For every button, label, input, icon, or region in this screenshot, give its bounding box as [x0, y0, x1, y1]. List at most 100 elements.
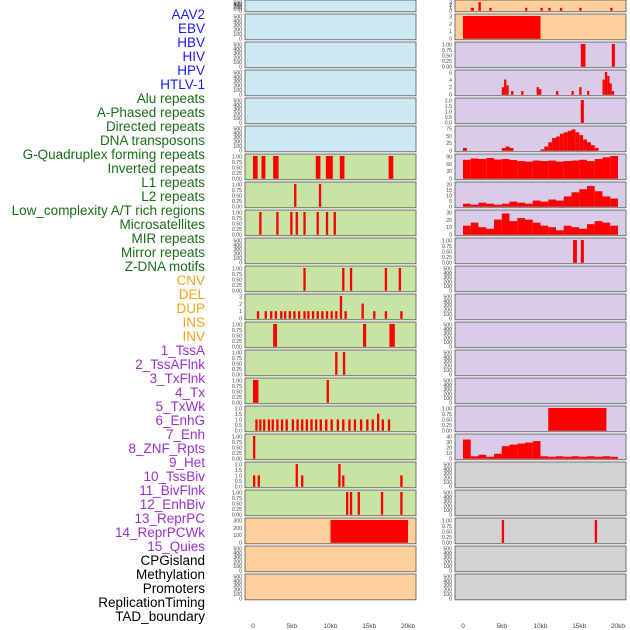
y-tick-label: 0: [239, 316, 242, 322]
track-label: Microsatellites: [119, 217, 205, 232]
data-bar: [571, 227, 580, 235]
data-bar: [501, 520, 505, 543]
panel-background: [454, 377, 627, 405]
data-bar: [602, 79, 605, 95]
y-tick-label: 1.00: [232, 379, 242, 385]
data-bar: [602, 196, 611, 207]
data-bar: [297, 311, 301, 319]
track-label: EBV: [177, 21, 205, 36]
y-tick-label: 400: [443, 579, 452, 585]
panel-background: [244, 237, 417, 265]
y-tick-label: 100: [233, 88, 242, 94]
data-bar: [571, 91, 574, 95]
y-tick-label: 100: [443, 564, 452, 570]
data-bar: [333, 212, 336, 235]
y-tick-label: 25: [446, 141, 452, 147]
data-bar: [486, 158, 494, 179]
data-bar: [344, 311, 347, 319]
data-bar: [563, 456, 572, 459]
data-bar: [494, 204, 502, 207]
data-bar: [348, 419, 351, 431]
data-bar: [590, 145, 595, 151]
panel-background: [244, 545, 417, 573]
y-tick-label: 1: [449, 6, 452, 12]
y-tick-label: 3: [449, 1, 452, 7]
panel-background: [244, 209, 417, 237]
data-bar: [253, 380, 259, 403]
panel-background: [454, 0, 627, 13]
data-bar: [540, 225, 549, 235]
data-bar: [338, 464, 341, 487]
y-tick-label: 200: [443, 560, 452, 566]
y-tick-label: 300: [443, 583, 452, 589]
y-tick-label: 200: [233, 526, 242, 532]
data-bar: [587, 161, 595, 179]
y-tick-label: 500: [233, 15, 242, 21]
track-label: INV: [182, 329, 205, 344]
y-tick-label: 1.5: [445, 104, 452, 110]
data-bar: [293, 311, 296, 319]
y-tick-label: 0.25: [232, 367, 242, 373]
data-bar: [285, 419, 288, 431]
y-tick-label: 100: [233, 592, 242, 598]
y-tick-label: 200: [443, 588, 452, 594]
data-bar: [310, 419, 313, 431]
y-tick-label: 500: [443, 575, 452, 581]
data-bar: [463, 439, 471, 459]
y-tick-label: 300: [233, 79, 242, 85]
data-bar: [273, 156, 279, 179]
data-bar: [501, 147, 506, 151]
track-label: Promoters: [142, 581, 205, 596]
y-tick-label: 0.25: [232, 339, 242, 345]
data-bar: [478, 454, 487, 459]
data-bar: [494, 219, 502, 235]
x-tick-label: 5kb: [287, 623, 298, 630]
x-tick-label: 15kb: [362, 623, 376, 630]
y-tick-label: 300: [443, 555, 452, 561]
data-bar: [330, 520, 408, 543]
y-tick-label: 3: [449, 15, 452, 21]
y-tick-label: 500: [233, 99, 242, 105]
data-bar: [325, 156, 333, 179]
data-bar: [525, 161, 533, 179]
data-bar: [571, 192, 580, 207]
panel-right: 1.000.750.500.250.00: [442, 41, 627, 70]
y-tick-label: 0.75: [232, 328, 242, 334]
panel-background: [454, 41, 627, 69]
data-bar: [400, 492, 403, 515]
data-bar: [540, 456, 549, 459]
data-bar: [579, 159, 587, 179]
y-tick-label: 300: [233, 135, 242, 141]
data-bar: [489, 7, 492, 11]
y-tick-label: 200: [233, 5, 242, 11]
track-label: Directed repeats: [105, 119, 205, 134]
y-tick-label: 100: [233, 116, 242, 122]
panel-background: [244, 181, 417, 209]
y-tick-label: 0.50: [232, 361, 242, 367]
y-tick-label: 300: [443, 387, 452, 393]
data-bar: [532, 200, 541, 207]
data-bar: [556, 456, 564, 459]
data-bar: [594, 147, 599, 151]
data-bar: [611, 91, 615, 95]
y-tick-label: 200: [443, 280, 452, 286]
y-tick-label: 500: [443, 379, 452, 385]
track-label: MIR repeats: [131, 231, 205, 246]
data-bar: [548, 7, 551, 11]
data-bar: [587, 91, 590, 95]
y-tick-label: 100: [443, 284, 452, 290]
track-label: Z-DNA motifs: [124, 259, 205, 274]
y-tick-label: 1.00: [232, 183, 242, 189]
y-tick-label: 0: [449, 568, 452, 574]
data-bar: [303, 212, 306, 235]
panel-background: [454, 545, 627, 573]
data-bar: [583, 139, 587, 151]
panel-background: [454, 349, 627, 377]
data-bar: [273, 324, 278, 347]
y-tick-label: 2: [449, 85, 452, 91]
y-tick-label: 0: [449, 36, 452, 42]
